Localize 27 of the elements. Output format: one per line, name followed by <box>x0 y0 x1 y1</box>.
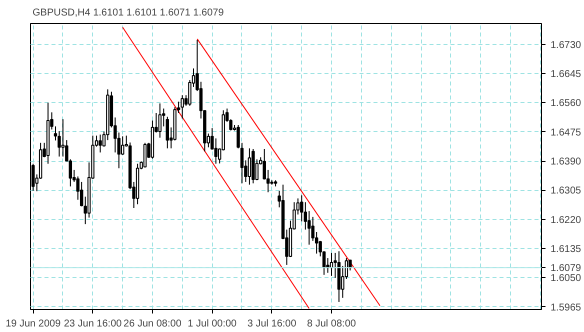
candlestick <box>180 94 184 119</box>
y-tick-label: 1.6050 <box>550 273 582 284</box>
chart-title: GBPUSD,H4 1.6101 1.6101 1.6071 1.6079 <box>32 8 224 18</box>
candlestick <box>61 118 65 158</box>
y-tick-label: 1.6645 <box>550 69 582 80</box>
y-tick-label: 1.6475 <box>550 127 582 138</box>
y-tick-label: 1.6390 <box>550 156 582 168</box>
candlestick <box>143 142 147 168</box>
candlestick <box>248 148 252 186</box>
candlestick <box>158 102 162 138</box>
candlestick <box>98 134 102 153</box>
y-tick-label: 1.6135 <box>550 244 582 255</box>
x-tick-label: 1 Jul 00:00 <box>188 318 238 330</box>
y-tick-label: 1.6220 <box>550 214 582 226</box>
candlestick <box>214 138 218 164</box>
x-tick-label: 19 Jun 2009 <box>6 318 62 330</box>
y-tick-label: 1.6730 <box>550 40 582 51</box>
ref-line-label: 1.6079 <box>550 263 582 274</box>
x-tick-label: 8 Jul 08:00 <box>307 318 356 330</box>
candlestick <box>166 116 170 149</box>
y-tick-label: 1.5965 <box>550 302 582 314</box>
y-tick-label: 1.6305 <box>550 186 582 197</box>
x-tick-label: 23 Jun 16:00 <box>64 318 122 330</box>
x-tick-label: 26 Jun 08:00 <box>124 318 182 330</box>
y-tick-label: 1.6560 <box>550 98 582 110</box>
x-tick-label: 3 Jul 16:00 <box>247 318 297 330</box>
candlestick <box>121 136 124 156</box>
